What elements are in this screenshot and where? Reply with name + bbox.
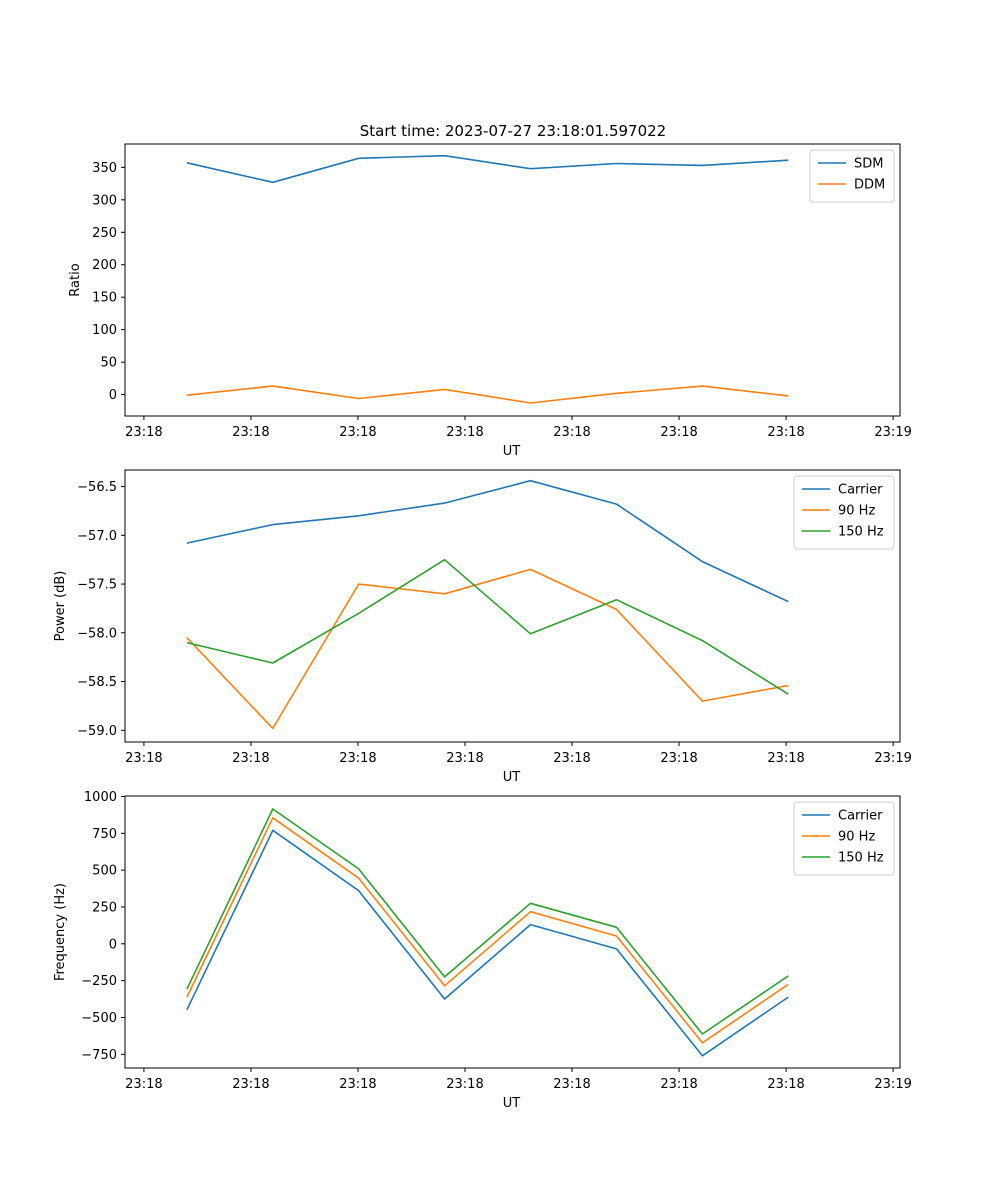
- x-tick-label: 23:18: [339, 425, 376, 440]
- y-tick-label: 150: [92, 291, 117, 306]
- series-line-ddm: [186, 385, 789, 404]
- y-tick-label: 0: [109, 388, 117, 403]
- series-line-carrier: [186, 479, 789, 603]
- legend-label-ddm: DDM: [854, 178, 885, 193]
- x-tick-label: 23:18: [767, 751, 804, 766]
- y-tick-label: 200: [92, 258, 117, 273]
- series-line-sdm: [186, 154, 789, 184]
- x-tick-label: 23:18: [125, 425, 162, 440]
- legend-label-carrier: Carrier: [838, 809, 883, 824]
- x-tick-label: 23:19: [874, 751, 911, 766]
- y-tick-label: −57.0: [77, 529, 117, 544]
- x-axis-label: UT: [503, 1096, 521, 1111]
- legend: Carrier 90 Hz 150 Hz: [793, 801, 895, 876]
- x-tick-label: 23:18: [767, 1077, 804, 1092]
- y-tick-label: 50: [100, 356, 117, 371]
- legend-label-sdm: SDM: [854, 157, 883, 172]
- legend-label-90-hz: 90 Hz: [838, 830, 875, 845]
- y-tick-label: −750: [81, 1048, 117, 1063]
- chart-panel-1: 23:18 23:18 23:18 23:18 23:18 23:18 23:18 23:19…: [68, 143, 912, 459]
- y-tick-label: 350: [92, 161, 117, 176]
- y-tick-label: −57.5: [77, 578, 117, 593]
- x-tick-label: 23:18: [232, 1077, 269, 1092]
- y-tick-label: −58.0: [77, 626, 117, 641]
- x-tick-label: 23:18: [660, 751, 697, 766]
- y-tick-label: −500: [81, 1011, 117, 1026]
- series-line-150-hz: [186, 808, 789, 1035]
- x-tick-label: 23:18: [553, 751, 590, 766]
- x-tick-label: 23:18: [446, 751, 483, 766]
- y-tick-label: 0: [109, 937, 117, 952]
- y-tick-label: −58.5: [77, 675, 117, 690]
- y-tick-label: 750: [92, 827, 117, 842]
- y-tick-label: 250: [92, 900, 117, 915]
- legend: Carrier 90 Hz 150 Hz: [793, 475, 895, 550]
- x-axis-label: UT: [503, 770, 521, 785]
- legend-label-90-hz: 90 Hz: [838, 504, 875, 519]
- x-axis-label: UT: [503, 444, 521, 459]
- x-tick-label: 23:18: [660, 1077, 697, 1092]
- legend-label-150-hz: 150 Hz: [838, 851, 884, 866]
- y-axis-label: Frequency (Hz): [53, 883, 68, 981]
- y-axis-label: Ratio: [68, 263, 83, 296]
- series-line-150-hz: [186, 558, 789, 695]
- y-tick-label: 300: [92, 193, 117, 208]
- chart-panel-2: 23:18 23:18 23:18 23:18 23:18 23:18 23:18 23:19…: [53, 469, 912, 785]
- legend-label-carrier: Carrier: [838, 483, 883, 498]
- y-axis-label: Power (dB): [53, 571, 68, 642]
- y-tick-label: −56.5: [77, 480, 117, 495]
- x-tick-label: 23:19: [874, 1077, 911, 1092]
- x-tick-label: 23:18: [125, 1077, 162, 1092]
- x-tick-label: 23:18: [125, 751, 162, 766]
- series-line-90-hz: [186, 568, 789, 730]
- y-tick-label: 500: [92, 864, 117, 879]
- figure-title: Start time: 2023-07-27 23:18:01.597022: [360, 122, 666, 140]
- x-tick-label: 23:19: [874, 425, 911, 440]
- y-tick-label: −250: [81, 974, 117, 989]
- x-tick-label: 23:18: [339, 751, 376, 766]
- x-tick-label: 23:18: [553, 425, 590, 440]
- series-line-90-hz: [186, 816, 789, 1044]
- chart-panel-3: 23:18 23:18 23:18 23:18 23:18 23:18 23:18 23:19…: [53, 790, 912, 1111]
- axes-frame: [124, 795, 901, 1069]
- series-line-carrier: [186, 829, 789, 1057]
- y-tick-label: 100: [92, 323, 117, 338]
- axes-frame: [124, 143, 901, 417]
- y-tick-label: 1000: [84, 790, 117, 805]
- x-tick-label: 23:18: [553, 1077, 590, 1092]
- y-tick-label: −59.0: [77, 724, 117, 739]
- legend-label-150-hz: 150 Hz: [838, 525, 884, 540]
- x-tick-label: 23:18: [232, 425, 269, 440]
- axes-frame: [124, 469, 901, 743]
- legend: SDM DDM: [809, 149, 895, 203]
- x-tick-label: 23:18: [446, 425, 483, 440]
- y-tick-label: 250: [92, 226, 117, 241]
- x-tick-label: 23:18: [660, 425, 697, 440]
- x-tick-label: 23:18: [767, 425, 804, 440]
- x-tick-label: 23:18: [232, 751, 269, 766]
- x-tick-label: 23:18: [446, 1077, 483, 1092]
- x-tick-label: 23:18: [339, 1077, 376, 1092]
